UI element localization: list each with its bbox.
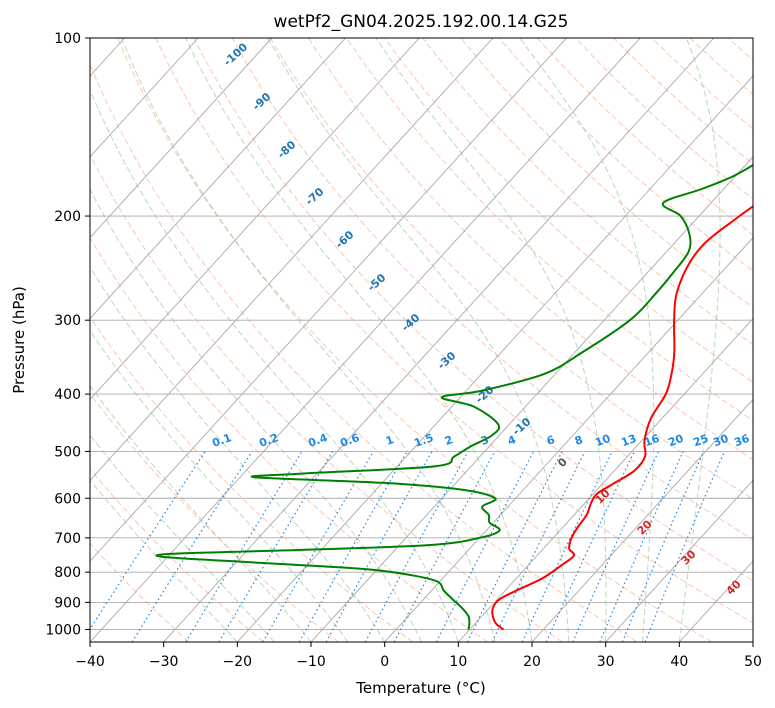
isotherm [90, 38, 494, 481]
temperature-profile-line [491, 205, 753, 631]
dry-adiabat [460, 38, 753, 309]
mixing-ratio-label: 1.5 [412, 431, 435, 450]
y-tick-label: 200 [54, 209, 81, 225]
dry-adiabat [269, 38, 753, 500]
moist-adiabat [519, 38, 655, 642]
mixing-ratio-label: 25 [691, 432, 710, 449]
y-tick-label: 400 [54, 387, 81, 403]
mixing-ratio-line [364, 451, 469, 642]
dry-adiabat [193, 38, 753, 582]
y-tick-label: 100 [54, 31, 81, 47]
mixing-ratio-label: 0.2 [257, 431, 280, 450]
moist-adiabat [90, 479, 238, 642]
isotherm [458, 317, 753, 642]
x-tick-label: 40 [670, 654, 688, 670]
dewpoint-profile-line [155, 163, 753, 630]
moist-adiabat [90, 266, 386, 642]
mixing-ratio-label: 4 [506, 433, 518, 448]
profile-series [155, 163, 753, 631]
y-tick-label: 600 [54, 491, 81, 507]
y-tick-label: 500 [54, 444, 81, 460]
isotherm [90, 38, 420, 401]
isotherm [237, 75, 753, 642]
mixing-ratio-label: 16 [642, 432, 661, 450]
mixing-ratio-line [491, 451, 586, 642]
dry-adiabat [90, 468, 264, 642]
mixing-ratio-label: 1 [384, 433, 396, 448]
dry-adiabat [90, 63, 638, 642]
mixing-ratio-label: 6 [545, 433, 557, 448]
mixing-ratio-line [131, 451, 253, 642]
mixing-ratio-label: 30 [711, 432, 730, 450]
plot-frame [89, 37, 754, 643]
isotherm [90, 38, 567, 562]
mixing-ratio-label: 0.1 [210, 431, 233, 450]
y-axis-title: Pressure (hPa) [10, 286, 28, 394]
moist-adiabat [90, 329, 349, 642]
y-tick-label: 300 [54, 313, 81, 329]
mixing-ratio-label: 8 [573, 433, 585, 448]
background-lines [90, 38, 753, 642]
moist-adiabat [375, 38, 607, 642]
x-tick-label: −20 [223, 654, 253, 670]
mixing-ratio-label: 2 [443, 433, 455, 448]
mixing-ratio-line [185, 451, 303, 642]
isotherm [90, 38, 346, 320]
x-tick-label: −40 [75, 654, 105, 670]
x-tick-label: 50 [744, 654, 762, 670]
isotherm [310, 156, 753, 642]
chart-title: wetPf2_GN04.2025.192.00.14.G25 [274, 12, 569, 32]
mixing-ratio-label: 36 [732, 432, 751, 450]
mixing-ratio-line [90, 451, 206, 631]
dry-adiabat [155, 38, 753, 624]
moist-adiabat [90, 188, 422, 642]
isotherm [384, 237, 753, 642]
y-tick-label: 700 [54, 531, 81, 547]
y-tick-label: 800 [54, 565, 81, 581]
mixing-ratio-label: 13 [619, 432, 638, 449]
x-tick-label: −10 [296, 654, 326, 670]
mixing-ratio-label: 20 [666, 432, 685, 450]
isotherm [90, 38, 641, 642]
mixing-ratio-label: 0.6 [338, 431, 361, 450]
moist-adiabat [90, 88, 459, 642]
dry-adiabat [90, 153, 563, 642]
isotherm [163, 38, 715, 642]
mixing-ratio-line [466, 451, 563, 642]
y-tick-label: 1000 [45, 622, 81, 638]
dry-adiabat [90, 236, 488, 642]
isotherm [90, 38, 199, 158]
mixing-ratio-line [521, 451, 613, 642]
isotherm [531, 398, 753, 642]
x-tick-label: 30 [597, 654, 615, 670]
dry-adiabat [90, 392, 339, 642]
moist-adiabat [90, 434, 275, 642]
x-tick-label: 20 [523, 654, 541, 670]
mixing-ratio-line [545, 451, 635, 642]
isotherm [605, 479, 753, 642]
x-tick-label: 10 [449, 654, 467, 670]
x-axis-title: Temperature (°C) [355, 679, 485, 697]
dry-adiabat [384, 38, 753, 383]
y-tick-label: 900 [54, 595, 81, 611]
dry-adiabat [346, 38, 753, 422]
x-tick-label: 0 [380, 654, 389, 670]
moist-adiabat [678, 38, 721, 642]
mixing-ratio-label: 10 [593, 432, 612, 450]
x-tick-label: −30 [149, 654, 179, 670]
axis-ticks: −40 −30 −20 −10 0 10 20 30 40 5010020030040050060… [45, 31, 762, 670]
mixing-ratio-label: 0.4 [306, 431, 329, 450]
moist-adiabat [267, 38, 570, 642]
isotherm [90, 38, 273, 239]
